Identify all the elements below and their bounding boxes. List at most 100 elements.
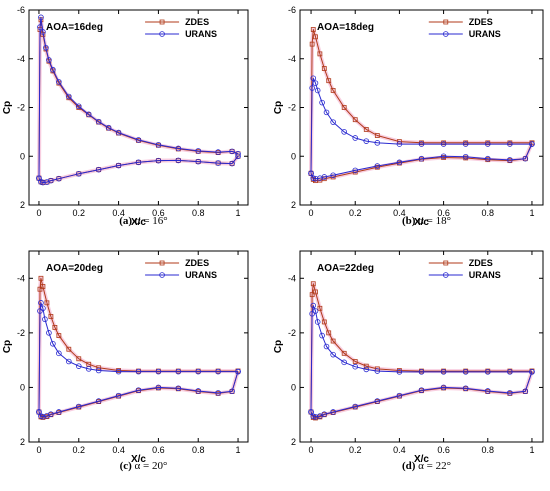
y-tick-label: -4 xyxy=(17,273,25,283)
data-point xyxy=(440,141,447,147)
data-point xyxy=(321,66,327,71)
data-point xyxy=(507,390,513,396)
data-point xyxy=(314,87,321,94)
data-point xyxy=(135,387,142,393)
data-point xyxy=(95,118,102,125)
x-axis-label: X/c xyxy=(131,217,146,228)
y-tick-label: 0 xyxy=(20,382,25,392)
data-point xyxy=(462,153,469,160)
series-urans xyxy=(36,14,241,186)
data-point xyxy=(75,171,82,177)
data-point xyxy=(418,155,425,162)
y-tick-label: -2 xyxy=(288,328,296,338)
x-tick-label: 0.4 xyxy=(393,208,406,218)
data-point xyxy=(56,333,62,338)
x-tick-label: 0.6 xyxy=(437,445,450,455)
data-point xyxy=(352,403,359,410)
panel-4: 0 0.2 0.4 0.6 0.8 1 -4 -2 0 2 X/c Cp AOA=22deg ZDES UR… xyxy=(273,250,544,472)
data-point xyxy=(105,124,112,131)
data-point xyxy=(195,148,202,154)
x-tick-label: 1 xyxy=(529,208,534,218)
data-point xyxy=(175,385,182,392)
series-halo-lower xyxy=(309,370,534,420)
data-point xyxy=(313,34,318,40)
data-point xyxy=(374,140,381,146)
series-halo-upper xyxy=(309,27,532,174)
legend-label: ZDES xyxy=(469,258,493,268)
data-point xyxy=(330,409,336,415)
data-point xyxy=(46,330,52,336)
data-point xyxy=(75,403,82,410)
caption-text: α = 18° xyxy=(415,215,451,227)
data-point xyxy=(37,24,43,30)
panel-1: 0 0.2 0.4 0.6 0.8 1 -6 -4 -2 0 2 X/c Cp AOA=16deg ZDES… xyxy=(2,5,249,228)
x-tick-label: 1 xyxy=(529,445,534,455)
data-point xyxy=(522,388,529,395)
x-tick-label: 0 xyxy=(36,208,41,218)
aoa-annotation: AOA=22deg xyxy=(317,263,374,274)
plot-frame xyxy=(299,250,544,443)
data-point xyxy=(195,388,202,394)
x-tick-label: 1 xyxy=(236,208,241,218)
data-point xyxy=(396,141,403,147)
data-point xyxy=(462,369,469,375)
data-point xyxy=(44,300,50,306)
legend-marker xyxy=(442,31,449,37)
data-point xyxy=(135,159,142,166)
data-point xyxy=(310,413,317,420)
data-point xyxy=(330,88,336,93)
data-point xyxy=(314,319,321,325)
data-point xyxy=(309,292,315,298)
data-point xyxy=(40,305,46,312)
x-tick-label: 0.2 xyxy=(73,208,86,218)
panel-caption: (c) α = 20° xyxy=(120,460,168,472)
data-point xyxy=(484,155,491,162)
x-tick-label: 0.8 xyxy=(192,445,205,455)
data-point xyxy=(323,109,330,116)
x-tick-label: 0 xyxy=(36,445,41,455)
legend-entry-urans: URANS xyxy=(428,29,501,39)
data-point xyxy=(175,368,182,375)
data-point xyxy=(396,369,403,375)
data-point xyxy=(229,148,235,155)
data-point xyxy=(484,141,491,147)
legend-marker xyxy=(159,260,165,266)
series-urans xyxy=(36,300,241,420)
data-point xyxy=(95,367,102,374)
y-tick-label: 2 xyxy=(20,437,25,447)
data-point xyxy=(56,175,62,182)
data-point xyxy=(374,133,380,138)
data-point xyxy=(309,41,315,47)
panel-caption: (d) α = 22° xyxy=(402,460,451,472)
legend-label: URANS xyxy=(185,270,217,280)
x-tick-label: 0 xyxy=(309,445,314,455)
legend-marker xyxy=(443,260,449,266)
x-tick-label: 0.8 xyxy=(482,445,495,455)
y-tick-label: -6 xyxy=(17,5,25,15)
data-point xyxy=(66,93,72,100)
data-point xyxy=(352,363,359,370)
x-tick-label: 1 xyxy=(236,445,241,455)
data-point xyxy=(135,368,142,375)
data-point xyxy=(215,368,221,375)
data-point xyxy=(309,85,315,91)
x-tick-label: 0.2 xyxy=(349,208,362,218)
data-point xyxy=(374,398,381,404)
aoa-annotation: AOA=18deg xyxy=(317,22,374,33)
panel-2: 0 0.2 0.4 0.6 0.8 1 -6 -4 -2 0 2 X/c Cp AOA=18deg ZDES… xyxy=(273,5,544,228)
data-point xyxy=(155,141,162,148)
data-point xyxy=(155,157,162,164)
series-line-upper xyxy=(310,29,532,174)
data-point xyxy=(330,338,336,344)
panel-3: 0 0.2 0.4 0.6 0.8 1 -4 -2 0 2 X/c Cp AOA=20deg ZDES UR… xyxy=(2,250,249,472)
caption-letter: (c) xyxy=(120,460,133,472)
legend-marker xyxy=(159,31,165,37)
data-point xyxy=(48,177,54,184)
data-point xyxy=(462,141,469,147)
caption-letter: (b) xyxy=(402,215,416,227)
data-point xyxy=(155,384,162,391)
data-point xyxy=(341,105,347,110)
series-halo-lower xyxy=(37,370,240,420)
y-tick-label: 0 xyxy=(291,382,296,392)
